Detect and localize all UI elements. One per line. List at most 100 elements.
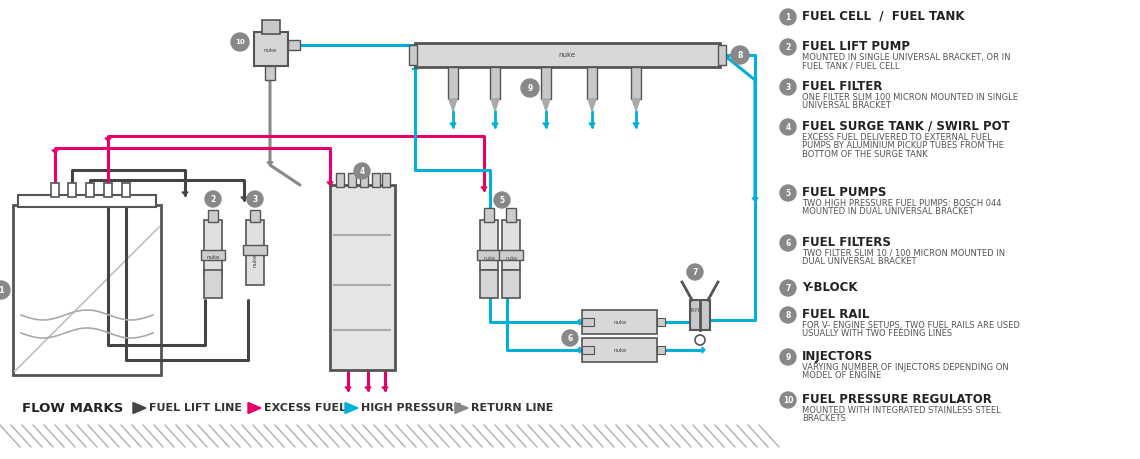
Polygon shape <box>365 387 370 390</box>
Bar <box>502 270 520 298</box>
Bar <box>490 67 500 99</box>
Text: nuke: nuke <box>252 253 258 267</box>
Bar <box>415 43 720 67</box>
Circle shape <box>780 185 796 201</box>
Polygon shape <box>449 99 457 111</box>
Text: 4: 4 <box>359 167 365 175</box>
Polygon shape <box>481 187 487 190</box>
Text: 5: 5 <box>499 196 505 205</box>
Bar <box>360 173 368 187</box>
Text: 3: 3 <box>252 195 258 203</box>
Polygon shape <box>542 99 549 111</box>
Text: 7: 7 <box>692 268 698 276</box>
Text: nuke: nuke <box>505 256 518 261</box>
Circle shape <box>780 235 796 251</box>
Bar <box>477 250 500 260</box>
Text: 3: 3 <box>785 83 791 91</box>
Bar <box>657 318 665 326</box>
Text: MOUNTED WITH INTEGRATED STAINLESS STEEL: MOUNTED WITH INTEGRATED STAINLESS STEEL <box>803 405 1001 414</box>
Circle shape <box>731 46 749 64</box>
Circle shape <box>247 191 263 207</box>
Bar <box>632 67 641 99</box>
Polygon shape <box>412 68 418 69</box>
Polygon shape <box>52 150 58 153</box>
Polygon shape <box>491 99 499 111</box>
Text: nuke: nuke <box>613 319 627 325</box>
Text: 6: 6 <box>568 334 572 342</box>
Text: UNIVERSAL BRACKET: UNIVERSAL BRACKET <box>803 101 890 110</box>
Circle shape <box>521 79 539 97</box>
Polygon shape <box>249 403 261 414</box>
Text: 9: 9 <box>785 353 791 362</box>
Bar <box>204 220 222 275</box>
Bar <box>484 208 494 222</box>
Text: USUALLY WITH TWO FEEDING LINES: USUALLY WITH TWO FEEDING LINES <box>803 329 952 338</box>
Polygon shape <box>345 387 351 390</box>
Text: FUEL FILTERS: FUEL FILTERS <box>803 235 890 248</box>
Circle shape <box>355 163 371 179</box>
Text: 9: 9 <box>528 84 532 93</box>
Bar <box>18 195 156 207</box>
Polygon shape <box>702 347 705 353</box>
Bar <box>542 67 551 99</box>
Text: 2: 2 <box>785 43 791 51</box>
Bar <box>264 66 275 80</box>
Polygon shape <box>632 99 640 111</box>
Text: MOUNTED IN SINGLE UNIVERSAL BRACKET, OR IN: MOUNTED IN SINGLE UNIVERSAL BRACKET, OR … <box>803 52 1010 62</box>
Text: 1: 1 <box>785 12 791 22</box>
Bar <box>480 220 498 270</box>
Text: BRACKETS: BRACKETS <box>803 414 846 423</box>
Bar <box>480 270 498 298</box>
Polygon shape <box>241 197 247 200</box>
Text: FUEL TANK / FUEL CELL: FUEL TANK / FUEL CELL <box>803 61 899 70</box>
Polygon shape <box>589 123 595 127</box>
Bar <box>243 245 267 255</box>
Polygon shape <box>450 123 456 127</box>
Circle shape <box>780 307 796 323</box>
Text: Y-BLOCK: Y-BLOCK <box>803 280 857 293</box>
Text: FLOW MARKS: FLOW MARKS <box>22 402 123 414</box>
Circle shape <box>780 9 796 25</box>
Text: FUEL LIFT PUMP: FUEL LIFT PUMP <box>803 39 910 52</box>
Polygon shape <box>455 403 469 414</box>
Text: FUEL CELL  /  FUEL TANK: FUEL CELL / FUEL TANK <box>803 10 964 22</box>
Bar <box>86 183 93 197</box>
Circle shape <box>562 330 578 346</box>
Text: PUMPS BY ALUMINIUM PICKUP TUBES FROM THE: PUMPS BY ALUMINIUM PICKUP TUBES FROM THE <box>803 141 1004 150</box>
Text: 8: 8 <box>738 50 742 60</box>
Bar <box>68 183 76 197</box>
Text: nuke: nuke <box>613 347 627 353</box>
Bar <box>502 220 520 270</box>
Bar <box>409 45 417 65</box>
Bar <box>336 173 344 187</box>
Polygon shape <box>382 387 388 390</box>
Circle shape <box>780 392 796 408</box>
Text: BRPD: BRPD <box>689 308 702 313</box>
Circle shape <box>780 119 796 135</box>
Text: ONE FILTER SLIM 100 MICRON MOUNTED IN SINGLE: ONE FILTER SLIM 100 MICRON MOUNTED IN SI… <box>803 93 1018 101</box>
Bar <box>329 185 394 370</box>
Polygon shape <box>295 42 298 48</box>
Text: FUEL PUMPS: FUEL PUMPS <box>803 185 887 198</box>
Bar <box>583 346 594 354</box>
Bar <box>382 173 390 187</box>
Circle shape <box>0 281 10 299</box>
Polygon shape <box>123 194 129 197</box>
Text: FUEL RAIL: FUEL RAIL <box>803 308 870 320</box>
Polygon shape <box>345 403 358 414</box>
Bar <box>262 20 280 34</box>
Text: 2: 2 <box>211 195 215 203</box>
Text: BOTTOM OF THE SURGE TANK: BOTTOM OF THE SURGE TANK <box>803 150 928 158</box>
Bar <box>254 32 288 66</box>
Circle shape <box>687 264 703 280</box>
Bar <box>288 40 300 50</box>
Bar <box>718 45 726 65</box>
Circle shape <box>780 349 796 365</box>
Text: VARYING NUMBER OF INJECTORS DEPENDING ON: VARYING NUMBER OF INJECTORS DEPENDING ON <box>803 363 1009 371</box>
Polygon shape <box>182 192 188 195</box>
Bar <box>13 205 161 375</box>
Circle shape <box>780 280 796 296</box>
Bar <box>122 183 130 197</box>
Text: 1: 1 <box>0 285 3 295</box>
Circle shape <box>780 79 796 95</box>
